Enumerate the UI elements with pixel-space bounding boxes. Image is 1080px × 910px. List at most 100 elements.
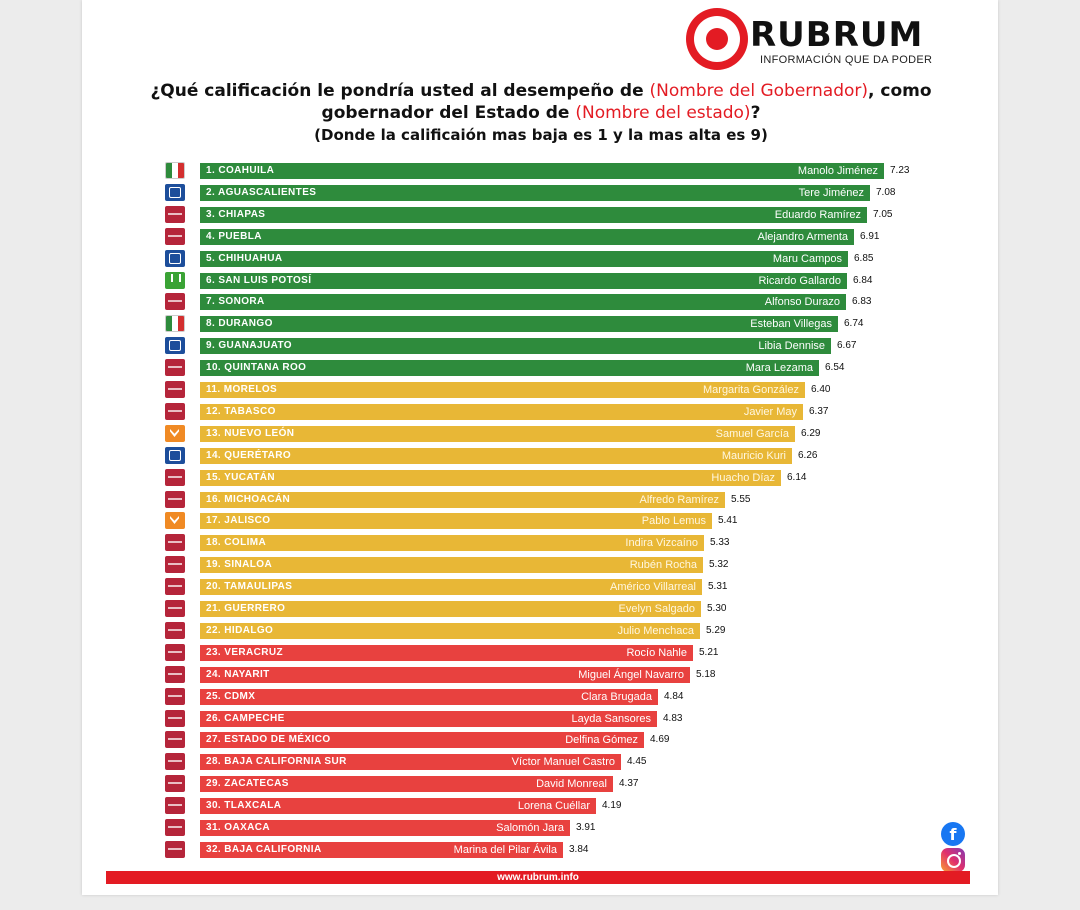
logo-tagline: INFORMACIÓN QUE DA PODER	[760, 54, 933, 66]
governor-label: Huacho Díaz	[711, 472, 775, 484]
morena-party-icon	[165, 753, 185, 770]
morena-party-icon	[165, 556, 185, 573]
bar	[200, 557, 703, 573]
governor-label: Mara Lezama	[745, 362, 813, 374]
pri-party-icon	[165, 315, 185, 332]
chart-row: 27. ESTADO DE MÉXICO Delfina Gómez 4.69	[160, 729, 940, 751]
value-label: 4.83	[663, 713, 683, 724]
bar	[200, 601, 701, 617]
value-label: 6.91	[860, 231, 880, 242]
bar	[200, 535, 704, 551]
chart-row: 11. MORELOS Margarita González 6.40	[160, 379, 940, 401]
chart-row: 4. PUEBLA Alejandro Armenta 6.91	[160, 226, 940, 248]
footer-url[interactable]: www.rubrum.info	[497, 872, 579, 883]
state-label: 18. COLIMA	[206, 537, 267, 548]
governor-label: Clara Brugada	[581, 691, 652, 703]
chart-row: 2. AGUASCALIENTES Tere Jiménez 7.08	[160, 182, 940, 204]
value-label: 6.40	[811, 384, 831, 395]
state-label: 3. CHIAPAS	[206, 209, 266, 220]
chart-row: 1. COAHUILA Manolo Jiménez 7.23	[160, 160, 940, 182]
chart-row: 3. CHIAPAS Eduardo Ramírez 7.05	[160, 204, 940, 226]
chart-row: 10. QUINTANA ROO Mara Lezama 6.54	[160, 357, 940, 379]
chart-row: 30. TLAXCALA Lorena Cuéllar 4.19	[160, 795, 940, 817]
state-label: 10. QUINTANA ROO	[206, 362, 307, 373]
governor-label: Pablo Lemus	[641, 515, 706, 527]
governor-label: Samuel García	[715, 428, 789, 440]
morena-party-icon	[165, 578, 185, 595]
state-label: 22. HIDALGO	[206, 625, 274, 636]
governor-label: Miguel Ángel Navarro	[578, 669, 684, 681]
value-label: 4.19	[602, 800, 622, 811]
chart-row: 21. GUERRERO Evelyn Salgado 5.30	[160, 598, 940, 620]
bar	[200, 623, 700, 639]
governor-label: Esteban Villegas	[750, 318, 832, 330]
chart-row: 23. VERACRUZ Rocío Nahle 5.21	[160, 642, 940, 664]
facebook-icon[interactable]: f	[941, 822, 965, 846]
pan-party-icon	[165, 337, 185, 354]
state-label: 15. YUCATÁN	[206, 472, 276, 483]
instagram-icon[interactable]	[941, 848, 965, 872]
state-label: 5. CHIHUAHUA	[206, 253, 283, 264]
morena-party-icon	[165, 688, 185, 705]
state-label: 27. ESTADO DE MÉXICO	[206, 734, 331, 745]
value-label: 5.33	[710, 537, 730, 548]
value-label: 4.69	[650, 734, 670, 745]
value-label: 6.74	[844, 318, 864, 329]
state-label: 4. PUEBLA	[206, 231, 262, 242]
bar	[200, 645, 693, 661]
value-label: 7.08	[876, 187, 896, 198]
governor-label: Evelyn Salgado	[618, 603, 695, 615]
morena-party-icon	[165, 841, 185, 858]
state-label: 16. MICHOACÁN	[206, 494, 291, 505]
morena-party-icon	[165, 228, 185, 245]
state-label: 12. TABASCO	[206, 406, 276, 417]
chart-title: ¿Qué calificación le pondría usted al de…	[106, 80, 976, 124]
bar	[200, 207, 867, 223]
chart-row: 24. NAYARIT Miguel Ángel Navarro 5.18	[160, 664, 940, 686]
state-label: 7. SONORA	[206, 296, 265, 307]
governor-label: Ricardo Gallardo	[758, 275, 841, 287]
pan-party-icon	[165, 447, 185, 464]
governor-label: Lorena Cuéllar	[517, 800, 590, 812]
title-highlight-state: (Nombre del estado)	[575, 103, 751, 123]
footer-bar	[106, 871, 970, 884]
morena-party-icon	[165, 731, 185, 748]
value-label: 5.31	[708, 581, 728, 592]
bar	[200, 360, 819, 376]
logo-circle-icon	[686, 8, 748, 70]
bar	[200, 404, 803, 420]
value-label: 6.83	[852, 296, 872, 307]
chart-row: 19. SINALOA Rubén Rocha 5.32	[160, 554, 940, 576]
bar	[200, 842, 563, 858]
value-label: 5.55	[731, 494, 751, 505]
value-label: 6.67	[837, 340, 857, 351]
bar	[200, 185, 870, 201]
bar	[200, 448, 792, 464]
value-label: 6.26	[798, 450, 818, 461]
bar	[200, 513, 712, 529]
pan-party-icon	[165, 250, 185, 267]
governor-label: Tere Jiménez	[798, 187, 864, 199]
value-label: 4.84	[664, 691, 684, 702]
rubrum-logo: RUBRUM INFORMACIÓN QUE DA PODER	[686, 8, 966, 70]
governor-label: Américo Villarreal	[610, 581, 696, 593]
governor-label: Alfonso Durazo	[764, 296, 840, 308]
state-label: 13. NUEVO LEÓN	[206, 428, 295, 439]
bar	[200, 579, 702, 595]
morena-party-icon	[165, 293, 185, 310]
title-highlight-governor: (Nombre del Gobernador)	[649, 81, 869, 101]
morena-party-icon	[165, 819, 185, 836]
bar	[200, 316, 838, 332]
state-label: 23. VERACRUZ	[206, 647, 284, 658]
governor-label: Javier May	[743, 406, 797, 418]
mc-party-icon	[165, 512, 185, 529]
ranking-bar-chart: 1. COAHUILA Manolo Jiménez 7.23 2. AGUASCAL…	[160, 160, 960, 860]
governor-label: Maru Campos	[772, 253, 842, 265]
value-label: 7.23	[890, 165, 910, 176]
state-label: 25. CDMX	[206, 691, 256, 702]
title-part1: ¿Qué calificación le pondría usted al de…	[150, 81, 644, 101]
bar	[200, 251, 848, 267]
chart-row: 9. GUANAJUATO Libia Dennise 6.67	[160, 335, 940, 357]
state-label: 1. COAHUILA	[206, 165, 275, 176]
governor-label: Libia Dennise	[758, 340, 825, 352]
